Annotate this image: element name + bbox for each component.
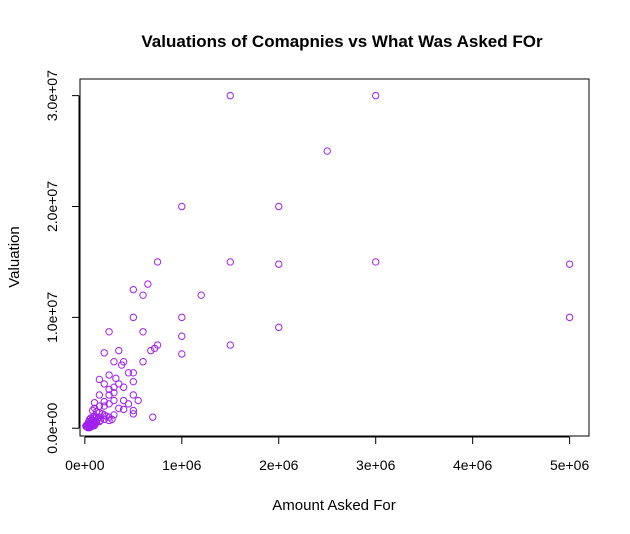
data-point [115,404,123,412]
data-point [100,380,108,388]
y-tick-label: 2.0e+07 [44,181,60,232]
data-point [153,258,162,266]
data-point [275,260,283,268]
plot-frame [79,78,590,437]
data-point [129,377,138,386]
data-point [226,91,234,100]
data-point [129,285,138,294]
data-point [85,423,94,432]
data-point [119,396,128,405]
y-axis-label: Valuation [6,226,23,287]
data-point [124,369,133,377]
data-point [105,391,113,399]
data-point [110,411,118,419]
data-point [150,344,159,353]
data-point [117,361,126,369]
x-tick-label: 4e+06 [453,457,493,473]
data-point [178,332,186,340]
data-point [95,391,104,399]
data-point [275,323,283,332]
y-axis: 0.0e+00 1.0e+07 2.0e+07 3.0e+07 [44,70,80,454]
data-point [100,349,108,357]
data-point [144,280,152,288]
data-point [139,358,147,366]
data-point [110,358,118,366]
data-point [565,313,574,322]
data-point [372,258,380,266]
data-points [82,91,574,432]
data-point [115,346,123,355]
data-point [178,313,186,322]
data-point [105,400,113,408]
data-point [226,341,234,349]
y-tick-label: 3.0e+07 [44,70,60,121]
data-point [119,405,128,414]
data-point [149,413,157,421]
x-tick-label: 0e+00 [65,457,105,473]
data-point [139,291,147,299]
data-point [95,375,104,384]
data-point [323,147,331,155]
x-axis-label: Amount Asked For [272,497,395,514]
data-point [129,410,138,418]
chart-title: Valuations of Comapnies vs What Was Aske… [141,32,543,51]
data-point [197,291,205,299]
data-point [178,202,186,211]
data-point [82,422,91,431]
data-point [87,422,95,431]
data-point [90,421,99,430]
x-tick-label: 1e+06 [162,457,202,473]
data-point [84,423,92,432]
data-point [565,260,574,268]
x-tick-label: 3e+06 [356,457,396,473]
data-point [119,383,128,391]
data-point [100,411,108,419]
data-point [129,406,138,415]
y-tick-label: 1.0e+07 [44,292,60,343]
data-point [129,369,138,377]
data-point [105,385,113,394]
data-point [110,389,118,397]
x-axis: 0e+00 1e+06 2e+06 3e+06 4e+06 5e+06 [65,436,590,473]
data-point [134,396,142,405]
data-point [139,328,147,336]
data-point [95,417,104,426]
data-point [275,202,283,211]
data-point [372,91,380,100]
data-point [115,380,123,388]
data-point [178,350,186,358]
data-point [129,313,138,322]
data-point [90,399,99,407]
data-point [110,383,118,391]
y-tick-label: 0.0e+00 [44,403,60,454]
data-point [105,371,113,379]
data-point [112,374,120,383]
data-point [100,397,108,406]
data-point [100,402,108,410]
data-point [105,328,113,336]
data-point [100,415,108,424]
x-tick-label: 2e+06 [259,457,299,473]
x-tick-label: 5e+06 [550,457,590,473]
data-point [124,400,133,408]
data-point [129,391,138,399]
data-point [105,416,113,425]
data-point [226,258,234,266]
data-point [110,396,118,405]
data-point [147,346,155,355]
